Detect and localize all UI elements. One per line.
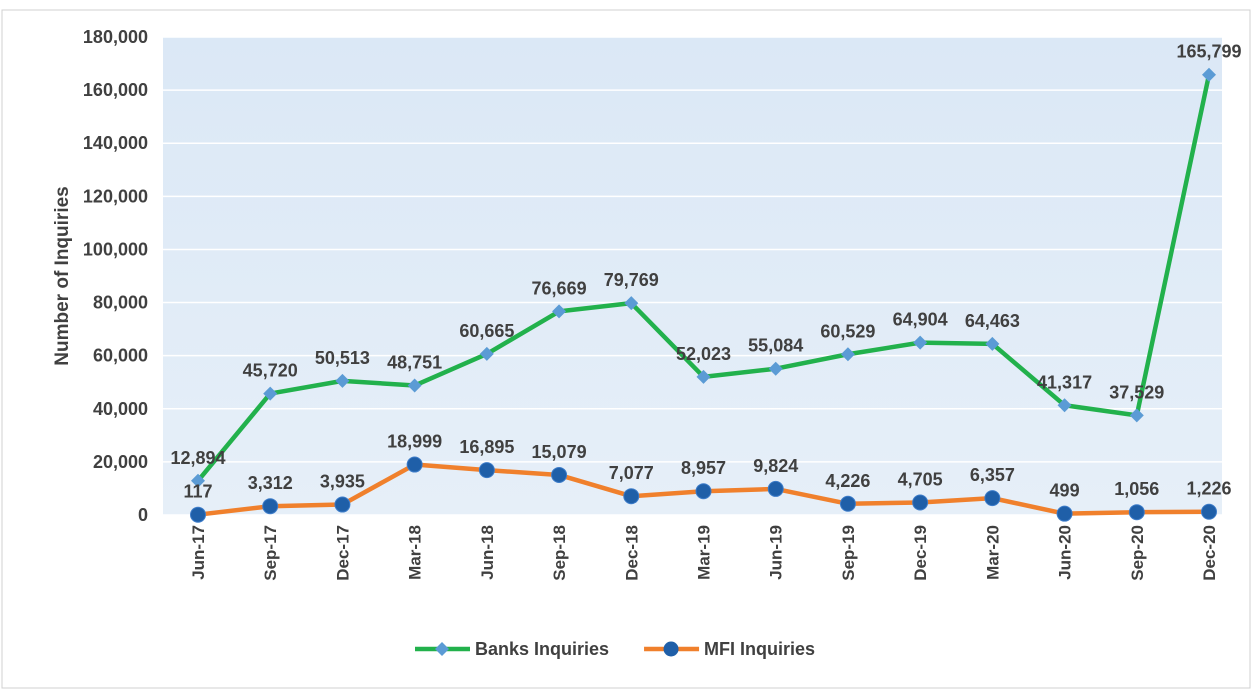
legend-label: Banks Inquiries: [475, 639, 609, 659]
data-label: 16,895: [459, 437, 514, 457]
point-marker: [1128, 504, 1145, 521]
point-marker: [839, 495, 856, 512]
data-label: 6,357: [970, 465, 1015, 485]
point-marker: [190, 506, 206, 523]
point-marker: [985, 336, 1000, 351]
y-tick-label: 0: [138, 505, 148, 525]
point-marker: [1202, 67, 1216, 82]
x-tick-label: Mar-18: [406, 525, 425, 580]
data-label: 117: [183, 482, 212, 502]
y-tick-label: 40,000: [93, 399, 148, 419]
data-label: 60,529: [820, 321, 875, 341]
x-tick-label: Sep-19: [839, 525, 858, 581]
point-marker: [696, 369, 711, 384]
x-tick-label: Sep-18: [550, 525, 569, 581]
data-label: 18,999: [387, 432, 442, 452]
point-marker: [1129, 408, 1144, 423]
y-tick-label: 80,000: [93, 293, 148, 313]
x-tick-label: Jun-18: [478, 525, 497, 580]
point-marker: [623, 488, 640, 505]
point-marker: [913, 335, 928, 350]
data-label: 48,751: [387, 353, 442, 373]
data-label: 12,894: [170, 448, 225, 468]
y-tick-label: 140,000: [83, 133, 148, 153]
x-tick-label: Dec-19: [911, 525, 930, 581]
point-marker: [984, 490, 1001, 507]
x-tick-label: Mar-19: [695, 525, 714, 580]
point-marker: [262, 498, 279, 515]
point-marker: [624, 296, 639, 311]
point-marker: [191, 473, 205, 488]
point-marker: [552, 304, 567, 319]
y-tick-label: 120,000: [83, 186, 148, 206]
point-marker: [335, 373, 350, 388]
x-tick-label: Mar-20: [983, 525, 1002, 580]
data-label: 7,077: [609, 463, 654, 483]
x-tick-label: Sep-20: [1128, 525, 1147, 581]
data-label: 60,665: [459, 321, 514, 341]
data-label: 9,824: [753, 456, 798, 476]
legend-marker: [435, 642, 449, 656]
data-label: 50,513: [315, 348, 370, 368]
point-marker: [1201, 503, 1217, 520]
data-label: 4,226: [825, 471, 870, 491]
data-label: 15,079: [532, 442, 587, 462]
y-tick-label: 100,000: [83, 239, 148, 259]
x-tick-label: Sep-17: [261, 525, 280, 581]
point-marker: [912, 494, 929, 511]
data-label: 79,769: [604, 270, 659, 290]
data-label: 45,720: [243, 361, 298, 381]
legend-label: MFI Inquiries: [704, 639, 815, 659]
data-label: 1,056: [1114, 479, 1159, 499]
data-label: 499: [1050, 481, 1080, 501]
data-label: 3,312: [248, 473, 293, 493]
point-marker: [263, 386, 278, 401]
data-label: 76,669: [532, 278, 587, 298]
point-marker: [1057, 398, 1072, 413]
point-marker: [334, 496, 351, 513]
x-tick-label: Dec-18: [622, 525, 641, 581]
x-tick-label: Jun-20: [1056, 525, 1075, 580]
x-tick-label: Dec-17: [333, 525, 352, 581]
y-tick-label: 60,000: [93, 346, 148, 366]
data-label: 1,226: [1186, 479, 1231, 499]
data-label: 55,084: [748, 336, 803, 356]
data-label: 4,705: [898, 470, 943, 490]
x-tick-label: Dec-20: [1200, 525, 1219, 581]
point-marker: [406, 456, 423, 473]
y-tick-label: 20,000: [93, 452, 148, 472]
point-marker: [767, 480, 784, 497]
data-label: 8,957: [681, 458, 726, 478]
point-marker: [478, 462, 495, 479]
x-tick-label: Jun-17: [189, 525, 208, 580]
data-label: 41,317: [1037, 372, 1092, 392]
y-tick-label: 180,000: [83, 27, 148, 47]
data-label: 165,799: [1176, 42, 1241, 62]
point-marker: [695, 483, 712, 500]
point-marker: [551, 466, 568, 483]
data-label: 52,023: [676, 344, 731, 364]
data-label: 3,935: [320, 472, 365, 492]
point-marker: [840, 347, 855, 362]
point-marker: [407, 378, 422, 393]
data-label: 64,904: [893, 310, 948, 330]
x-tick-label: Jun-19: [767, 525, 786, 580]
point-marker: [768, 361, 783, 376]
data-label: 37,529: [1109, 382, 1164, 402]
y-axis-label: Number of Inquiries: [52, 186, 73, 365]
point-marker: [479, 346, 494, 361]
plot-area: [163, 37, 1222, 515]
legend-marker: [663, 641, 679, 657]
y-tick-label: 160,000: [83, 80, 148, 100]
point-marker: [1056, 505, 1073, 522]
data-label: 64,463: [965, 311, 1020, 331]
